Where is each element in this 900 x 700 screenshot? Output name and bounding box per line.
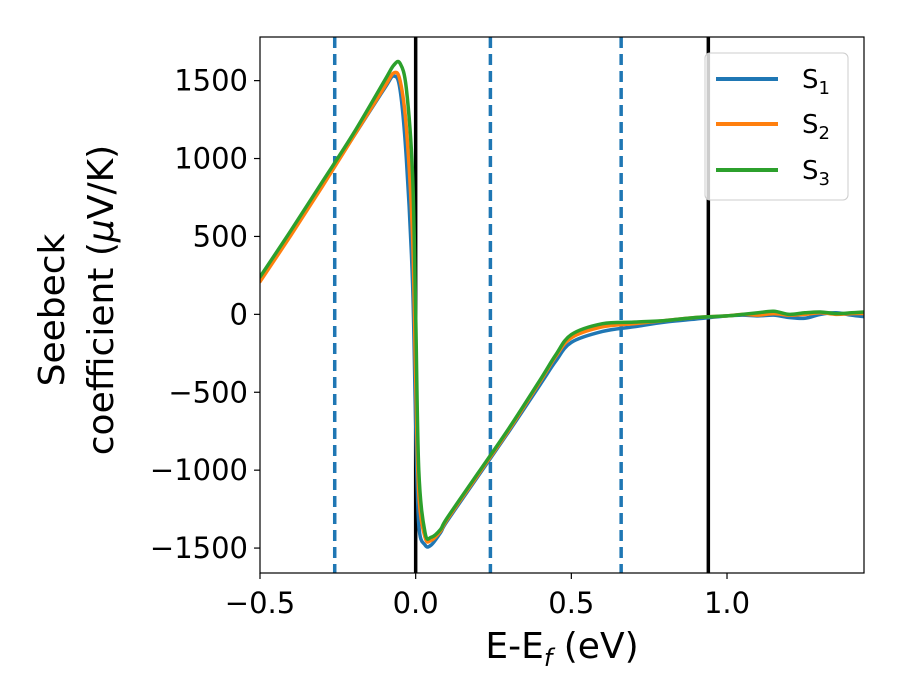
y-tick-label: −1500 xyxy=(150,531,248,565)
x-axis-title-unit: (eV) xyxy=(552,626,638,667)
y-tick-label: −500 xyxy=(168,375,248,409)
y-axis-title-main: coefficient ( xyxy=(81,242,122,455)
y-axis-title-mu: μ xyxy=(81,219,122,243)
y-axis-title-line1: Seebeck xyxy=(32,233,73,386)
y-tick-label: 1500 xyxy=(174,64,248,98)
y-tick-label: −1000 xyxy=(150,453,248,487)
legend-label-s3: S3 xyxy=(802,156,830,190)
legend-label-s3-main: S xyxy=(802,156,819,186)
x-tick-label: 1.0 xyxy=(704,586,750,620)
legend-label-s2-main: S xyxy=(802,110,819,140)
y-tick-label: 500 xyxy=(193,219,248,253)
x-tick-label: 0.5 xyxy=(548,586,594,620)
x-axis-title-main: E-E xyxy=(485,626,543,667)
legend-box xyxy=(704,52,849,201)
x-tick-label: 0.0 xyxy=(393,586,439,620)
plot-frame xyxy=(259,36,865,574)
legend-label-s1-sub: 1 xyxy=(819,78,830,99)
y-tick-label: 0 xyxy=(230,297,248,331)
legend-label-s3-sub: 3 xyxy=(819,169,830,190)
y-axis-title-unit: V/K) xyxy=(81,145,122,219)
x-axis-title: E-Ef (eV) xyxy=(485,626,638,672)
x-tick-label: −0.5 xyxy=(225,586,295,620)
series-line-s3 xyxy=(260,59,864,541)
legend-label-s2: S2 xyxy=(802,110,830,144)
legend: S1 S2 S3 xyxy=(704,52,849,201)
axes-layer: −0.5 0.0 0.5 1.0 −1500 −1000 −500 0 500 1000 1500 xyxy=(150,36,865,620)
y-tick-label: 1000 xyxy=(174,142,248,176)
legend-label-s1-main: S xyxy=(802,65,819,95)
y-axis-title-line2: coefficient (μV/K) xyxy=(81,145,122,455)
legend-label-s1: S1 xyxy=(802,65,830,99)
legend-label-s2-sub: 2 xyxy=(819,123,830,144)
